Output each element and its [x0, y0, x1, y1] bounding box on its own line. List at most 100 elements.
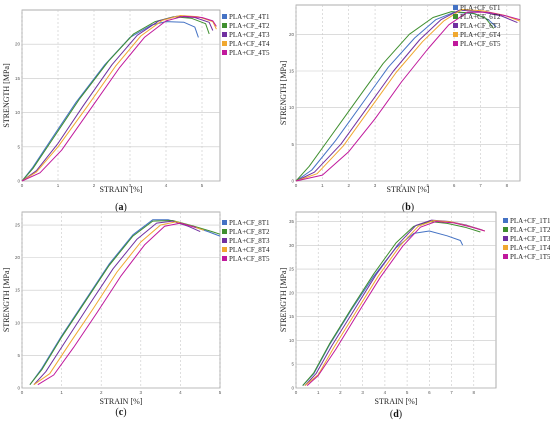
plot-area	[21, 9, 221, 182]
legend-swatch	[222, 247, 227, 252]
legend-label: PLA+CF_8T2	[229, 228, 270, 236]
y-tick-label: 5	[291, 142, 294, 147]
x-tick-label: 5	[427, 183, 430, 188]
y-tick-label: 20	[15, 255, 21, 260]
panel-caption: (d)	[390, 409, 402, 420]
panel-caption: (c)	[115, 407, 126, 418]
legend-swatch	[222, 23, 227, 28]
legend-label: PLA+CF_4T4	[229, 40, 270, 48]
y-tick-label: 35	[289, 219, 295, 224]
x-tick-label: 4	[179, 390, 182, 395]
x-tick-label: 6	[428, 390, 431, 395]
plot-area	[21, 211, 221, 389]
y-tick-label: 5	[291, 362, 294, 367]
x-tick-label: 4	[400, 183, 403, 188]
x-tick-label: 3	[361, 390, 364, 395]
y-tick-label: 20	[289, 32, 295, 37]
x-tick-label: 3	[140, 390, 143, 395]
legend-swatch	[222, 32, 227, 37]
legend-swatch	[503, 245, 508, 250]
y-axis-label: STRENGTH [MPa]	[2, 268, 11, 333]
y-tick-label: 25	[289, 267, 295, 272]
y-tick-label: 30	[289, 243, 295, 248]
legend-swatch	[453, 14, 458, 19]
y-axis-label: STRENGTH [MPa]	[279, 61, 288, 126]
legend-swatch	[222, 50, 227, 55]
x-axis-label: STRAIN [%]	[100, 397, 143, 406]
legend-swatch	[222, 41, 227, 46]
legend-label: PLA+CF_4T3	[229, 31, 270, 39]
y-tick-label: 20	[15, 42, 21, 47]
legend-label: PLA+CF_1T2	[510, 226, 550, 234]
y-tick-label: 15	[289, 314, 295, 319]
legend-swatch	[222, 229, 227, 234]
legend-label: PLA+CF_1T4	[510, 244, 550, 252]
legend-label: PLA+CF_6T5	[460, 40, 501, 48]
legend-label: PLA+CF_8T4	[229, 246, 270, 254]
panel-caption: (a)	[115, 202, 127, 213]
x-tick-label: 3	[374, 183, 377, 188]
x-tick-label: 1	[57, 183, 60, 188]
y-tick-label: 10	[15, 320, 21, 325]
legend-label: PLA+CF_6T4	[460, 31, 501, 39]
x-tick-label: 2	[339, 390, 342, 395]
y-tick-label: 15	[15, 76, 21, 81]
y-tick-label: 10	[289, 105, 295, 110]
legend-swatch	[453, 23, 458, 28]
y-tick-label: 0	[17, 179, 20, 184]
legend-swatch	[503, 227, 508, 232]
x-tick-label: 5	[406, 390, 409, 395]
x-tick-label: 8	[473, 390, 476, 395]
x-tick-label: 2	[100, 390, 103, 395]
y-tick-label: 25	[15, 223, 21, 228]
x-tick-label: 5	[201, 183, 204, 188]
legend-swatch	[503, 254, 508, 259]
series-line	[21, 16, 210, 182]
legend-swatch	[222, 256, 227, 261]
legend-label: PLA+CF_4T1	[229, 13, 270, 21]
chart-panel-c: 0 1 2 3 4 5 0 5 10 15 20 25 STRAIN [%] STRENGTH [MPa]…	[2, 211, 270, 418]
chart-panel-d: 0 1 2 3 4 5 6 7 8 0 5 10 15 20 25 30 35 STRAIN [%] STRENGT…	[279, 211, 550, 420]
x-tick-label: 7	[479, 183, 482, 188]
x-tick-label: 0	[21, 390, 24, 395]
x-axis-label: STRAIN [%]	[100, 185, 143, 194]
series-line	[306, 221, 486, 386]
legend-label: PLA+CF_4T2	[229, 22, 270, 30]
series-line	[21, 15, 217, 182]
x-tick-label: 1	[60, 390, 63, 395]
legend-swatch	[222, 238, 227, 243]
legend-label: PLA+CF_8T1	[229, 219, 270, 227]
legend-swatch	[453, 32, 458, 37]
x-tick-label: 0	[295, 390, 298, 395]
legend-label: PLA+CF_4T5	[229, 49, 270, 57]
x-axis-label: STRAIN [%]	[387, 185, 430, 194]
x-tick-label: 3	[129, 183, 132, 188]
legend-label: PLA+CF_6T2	[460, 13, 501, 21]
x-tick-label: 5	[219, 390, 222, 395]
y-tick-label: 10	[289, 338, 295, 343]
series-line	[29, 220, 221, 386]
series-line	[295, 11, 521, 182]
chart-panel-b: 0 1 2 3 4 5 6 7 8 0 5 10 15 20 STRAIN [%] STRENGTH [MPa…	[279, 4, 521, 213]
legend-label: PLA+CF_1T1	[510, 217, 550, 225]
series-line	[295, 11, 494, 182]
x-tick-label: 0	[21, 183, 24, 188]
y-tick-label: 15	[15, 288, 21, 293]
y-axis-label: STRENGTH [MPa]	[279, 268, 288, 333]
series-line	[37, 222, 197, 386]
legend-swatch	[222, 14, 227, 19]
y-tick-label: 5	[17, 144, 20, 149]
legend-swatch	[503, 236, 508, 241]
y-tick-label: 10	[15, 110, 21, 115]
x-tick-label: 2	[347, 183, 350, 188]
y-tick-label: 15	[289, 69, 295, 74]
x-axis-label: STRAIN [%]	[375, 397, 418, 406]
legend-label: PLA+CF_1T5	[510, 253, 550, 261]
legend-swatch	[222, 220, 227, 225]
legend-label: PLA+CF_1T3	[510, 235, 550, 243]
legend-label: PLA+CF_8T3	[229, 237, 270, 245]
x-tick-label: 1	[321, 183, 324, 188]
panel-caption: (b)	[402, 202, 414, 213]
series-line	[33, 220, 201, 386]
